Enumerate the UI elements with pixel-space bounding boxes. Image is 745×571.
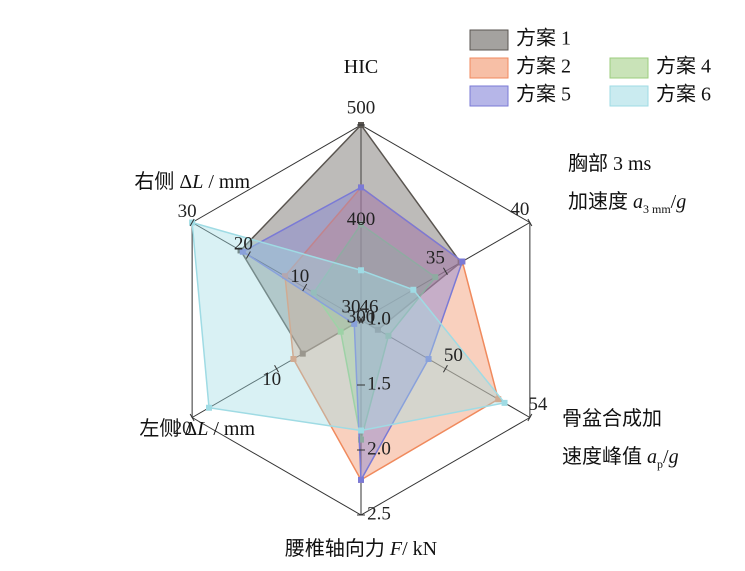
axis-label-part: 加速度 xyxy=(568,190,633,213)
axis-label-part: a xyxy=(633,191,643,213)
tick-label: 1.5 xyxy=(367,373,391,394)
tick-label: 2.0 xyxy=(367,438,391,459)
tick-label: 500 xyxy=(347,97,376,118)
axis-label-part: / xyxy=(671,191,677,213)
series-marker xyxy=(459,258,466,265)
axis-label-part: 3 mm xyxy=(643,202,671,216)
axis-label: 速度峰值 ap/g xyxy=(562,445,679,471)
axis-label: 胸部 3 ms xyxy=(568,152,652,175)
series-marker xyxy=(239,248,246,255)
tick-label: 1.0 xyxy=(367,308,391,329)
series-marker xyxy=(310,289,317,296)
tick-label: 46 xyxy=(360,296,379,317)
tick-label: 40 xyxy=(510,199,529,220)
axis-label: 腰椎轴向力 F/ kN xyxy=(285,537,437,560)
series-marker xyxy=(299,350,306,357)
tick-label: 300 xyxy=(347,306,376,327)
axis-label: 右侧 ΔL / mm xyxy=(134,170,250,193)
series-marker xyxy=(495,396,502,403)
series-marker xyxy=(374,326,381,333)
axis-label: 骨盆合成加 xyxy=(562,407,662,430)
series-marker xyxy=(432,274,439,281)
series-marker xyxy=(358,221,364,228)
series-marker xyxy=(206,404,213,411)
tick-label: 20 xyxy=(234,233,253,254)
axis-label: 加速度 a3 mm/g xyxy=(568,190,686,216)
axis-label-part: / kN xyxy=(402,538,437,560)
tick-mark xyxy=(274,365,279,373)
series-marker xyxy=(358,436,364,443)
tick-mark xyxy=(189,413,195,422)
axis-label-part: / mm xyxy=(208,418,255,440)
tick-label: 10 xyxy=(262,369,281,390)
tick-label: 400 xyxy=(347,209,376,230)
axis-label-part: g xyxy=(669,446,679,468)
axis-label-part: 左侧 Δ xyxy=(139,417,197,440)
tick-label: 54 xyxy=(528,394,548,415)
axis-label-part: a xyxy=(647,446,657,468)
tick-mark xyxy=(527,413,533,422)
tick-label: 50 xyxy=(444,345,463,366)
legend-swatch xyxy=(469,85,509,107)
axis-label-part: HIC xyxy=(344,56,378,78)
axis-label-part: 腰椎轴向力 xyxy=(285,537,390,560)
series-marker xyxy=(358,267,364,274)
tick-label: 35 xyxy=(426,248,445,269)
series-marker xyxy=(501,399,508,406)
axis-label: HIC xyxy=(344,56,378,78)
legend-label: 方案 4 xyxy=(656,55,711,78)
series-marker xyxy=(337,328,344,335)
tick-mark xyxy=(302,283,308,292)
tick-mark xyxy=(527,218,533,227)
axis-label-part: p xyxy=(657,457,663,471)
series-marker xyxy=(385,332,392,339)
tick-label: 10 xyxy=(290,266,309,287)
series-marker xyxy=(358,476,364,483)
tick-label: 30 xyxy=(342,296,361,317)
series-marker xyxy=(358,427,364,434)
series-marker xyxy=(410,286,417,293)
axis-label-part: / mm xyxy=(203,171,250,193)
axis-label-part: / xyxy=(663,446,669,468)
axis-label-part: 速度峰值 xyxy=(562,445,647,468)
spoke xyxy=(191,222,362,321)
legend-label: 方案 1 xyxy=(516,27,571,50)
legend-label: 方案 2 xyxy=(516,55,571,78)
tick-mark xyxy=(245,251,251,259)
axis-label-part: 右侧 Δ xyxy=(134,170,192,193)
series-marker xyxy=(358,184,364,191)
axis-label: 左侧 ΔL / mm xyxy=(139,417,255,440)
legend-swatch xyxy=(609,57,649,79)
series-marker xyxy=(351,320,358,327)
legend-label: 方案 6 xyxy=(656,83,711,106)
tick-mark xyxy=(443,267,448,275)
tick-mark xyxy=(443,365,448,373)
axis-label-part: L xyxy=(196,418,208,440)
series-marker xyxy=(425,356,432,362)
axis-label-part: g xyxy=(676,191,686,213)
series-marker xyxy=(290,356,297,362)
axis-label-part: 胸部 3 ms xyxy=(568,152,652,175)
tick-label: 2.5 xyxy=(367,503,391,524)
tick-label: 30 xyxy=(178,201,197,222)
legend-swatch xyxy=(469,57,509,79)
legend-label: 方案 5 xyxy=(516,83,571,106)
series-marker xyxy=(282,273,289,280)
tick-label: 20 xyxy=(173,418,192,439)
tick-mark xyxy=(189,218,195,227)
axis-label-part: L xyxy=(191,171,203,193)
legend-swatch xyxy=(609,85,649,107)
axis-label-part: 骨盆合成加 xyxy=(562,407,662,430)
axis-label-part: F xyxy=(389,538,403,560)
legend-swatch xyxy=(469,29,509,51)
